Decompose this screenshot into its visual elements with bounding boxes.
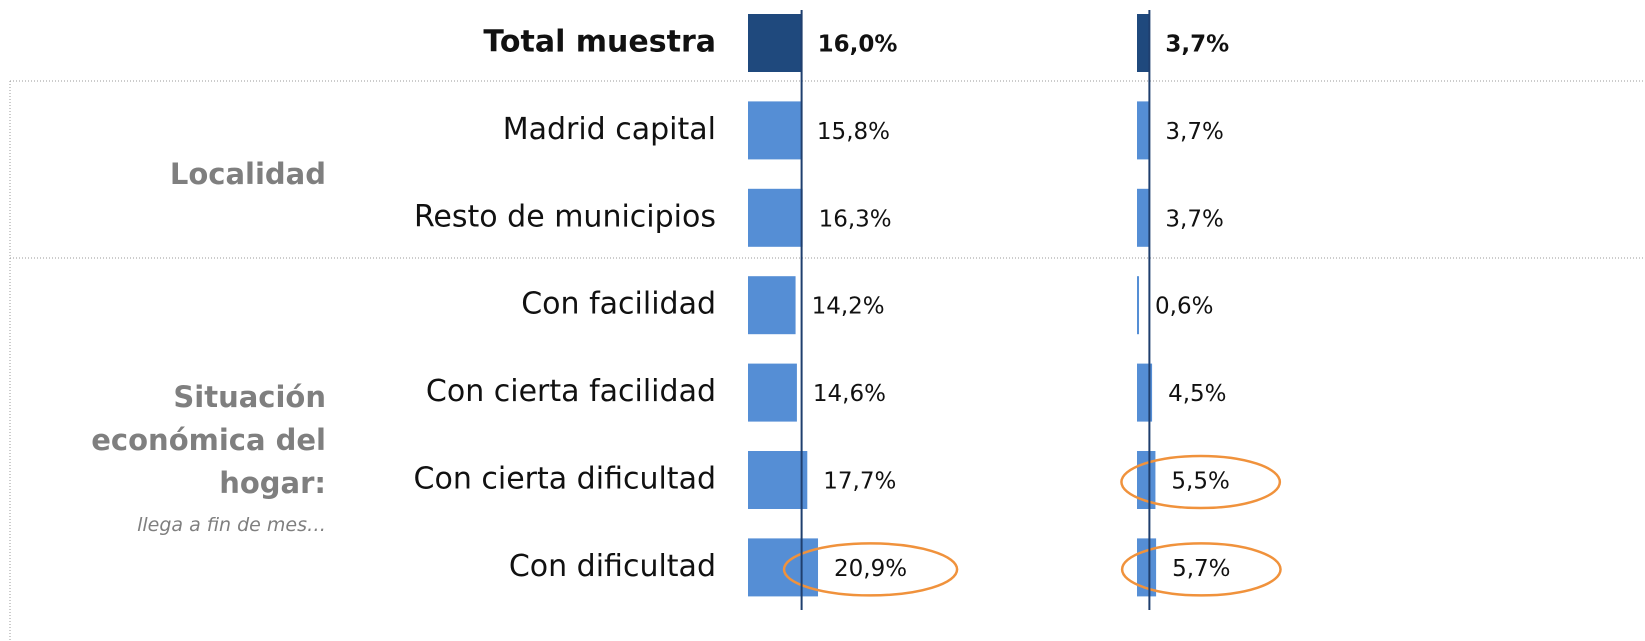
category-label: Con dificultad xyxy=(509,549,716,584)
value-label: 14,2% xyxy=(812,294,885,320)
value-label: 5,7% xyxy=(1172,556,1230,582)
bar xyxy=(748,451,808,509)
value-label: 17,7% xyxy=(823,469,896,495)
group-note: llega a fin de mes… xyxy=(137,513,326,536)
value-label: 0,6% xyxy=(1155,294,1213,320)
bar xyxy=(748,276,796,335)
value-label: 20,9% xyxy=(834,556,907,582)
group-label: Localidad xyxy=(169,156,326,191)
bar xyxy=(1137,14,1150,72)
bar xyxy=(1137,101,1150,160)
highlight-circle xyxy=(1120,542,1282,597)
category-label: Resto de municipios xyxy=(414,199,716,234)
value-label: 3,7% xyxy=(1165,32,1229,58)
group-label: Situación económica del hogar: llega a fi… xyxy=(26,376,326,545)
category-label: Madrid capital xyxy=(503,112,716,147)
category-label: Con facilidad xyxy=(521,287,716,322)
value-label: 15,8% xyxy=(817,119,890,145)
value-label: 3,7% xyxy=(1165,206,1223,232)
bar xyxy=(1137,188,1150,247)
value-label: 5,5% xyxy=(1171,469,1229,495)
value-label: 4,5% xyxy=(1168,381,1226,407)
value-label: 3,7% xyxy=(1165,119,1223,145)
bar xyxy=(748,188,803,247)
bar xyxy=(1137,276,1140,335)
category-label: Total muestra xyxy=(483,25,716,60)
category-label: Con cierta facilidad xyxy=(426,374,716,409)
highlight-circle xyxy=(782,542,959,597)
highlight-circle xyxy=(1120,454,1282,510)
value-label: 16,0% xyxy=(818,32,898,58)
bar xyxy=(748,101,801,160)
bar xyxy=(748,363,797,422)
value-label: 16,3% xyxy=(819,206,892,232)
category-label: Con cierta dificultad xyxy=(414,462,716,497)
bar xyxy=(1137,363,1153,422)
bar xyxy=(748,14,802,72)
value-label: 14,6% xyxy=(813,381,886,407)
